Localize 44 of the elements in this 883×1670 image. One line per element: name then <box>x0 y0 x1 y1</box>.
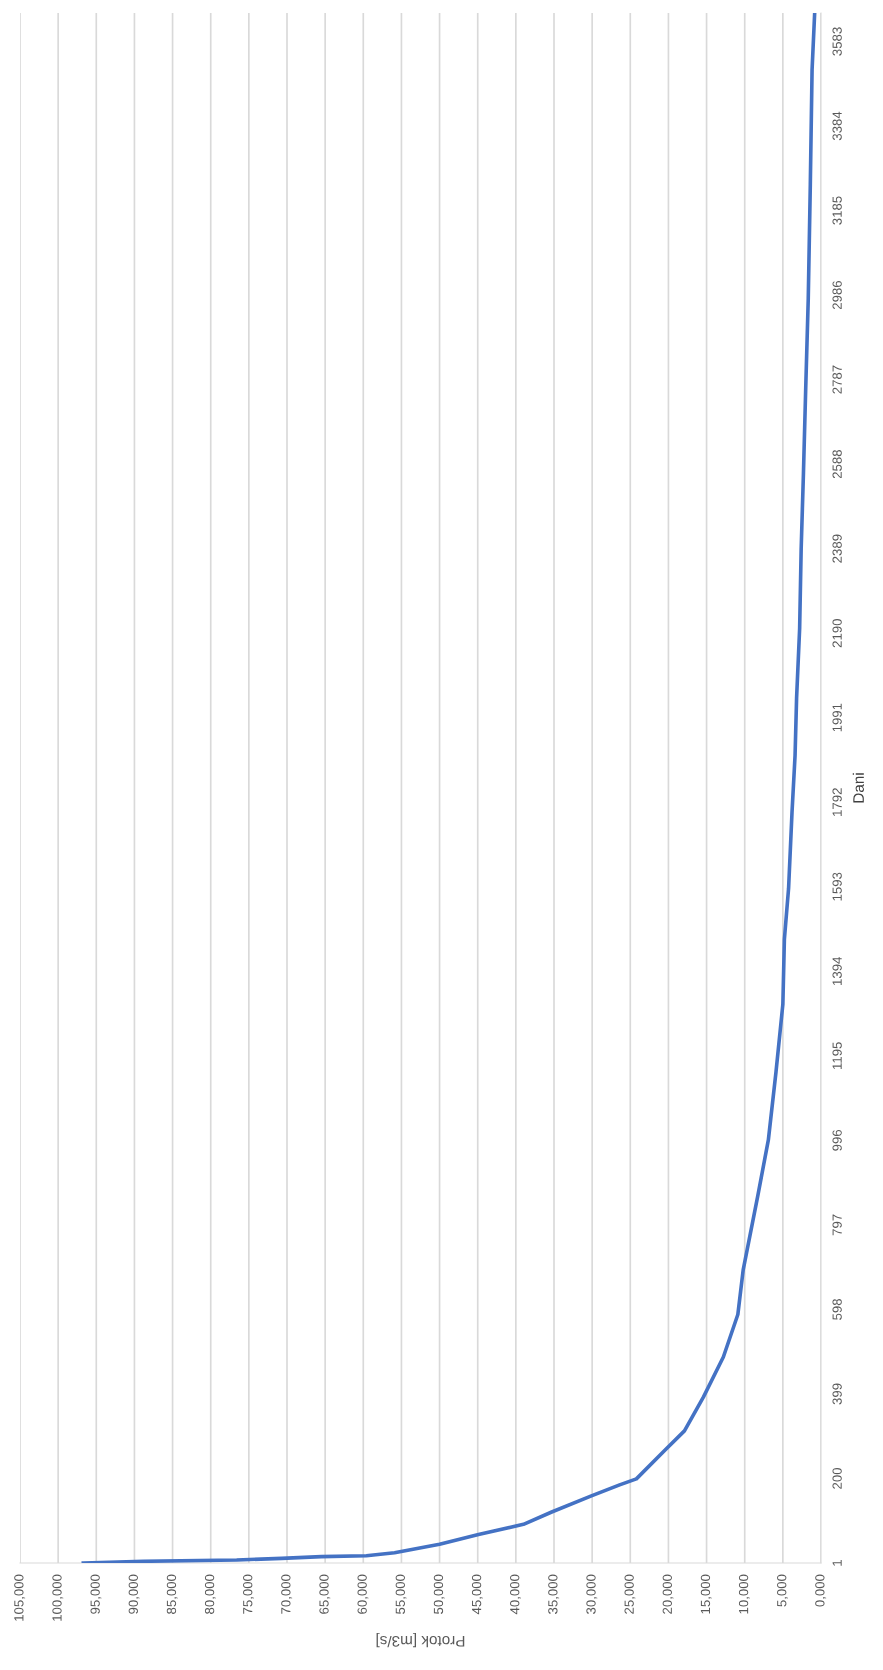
x-tick-label: 35,000 <box>548 1574 560 1614</box>
y-tick-label: 200 <box>832 1467 842 1489</box>
y-tick-label: 399 <box>832 1383 842 1405</box>
y-tick-label: 1991 <box>832 703 842 732</box>
x-tick-label: 80,000 <box>204 1574 216 1614</box>
x-tick-label: 85,000 <box>166 1574 178 1614</box>
x-tick-label: 25,000 <box>624 1574 636 1614</box>
y-tick-label: 1394 <box>832 957 842 985</box>
x-tick-label: 40,000 <box>510 1574 521 1615</box>
line-series <box>81 13 817 1563</box>
x-tick-label: 10,000 <box>738 1574 750 1614</box>
x-tick-label: 95,000 <box>90 1574 102 1614</box>
y-tick-label: 1 <box>832 1559 842 1566</box>
y-tick-label: 3185 <box>832 196 842 225</box>
x-tick-label: 45,000 <box>471 1574 483 1615</box>
x-tick-label: 15,000 <box>700 1574 712 1614</box>
x-tick-label: 5,000 <box>777 1574 788 1607</box>
y-tick-label: 3384 <box>832 111 842 141</box>
x-tick-label: 60,000 <box>357 1574 369 1614</box>
x-tick-label: 20,000 <box>662 1574 674 1614</box>
x-axis-title: Protok [m3/s] <box>376 1632 465 1648</box>
y-tick-label: 3583 <box>832 27 842 56</box>
x-tick-label: 0,000 <box>815 1574 827 1607</box>
y-tick-label: 2986 <box>832 280 842 310</box>
x-tick-label: 100,000 <box>52 1574 64 1621</box>
x-tick-label: 70,000 <box>281 1574 293 1614</box>
x-tick-label: 75,000 <box>243 1574 254 1614</box>
x-tick-label: 90,000 <box>128 1574 140 1614</box>
x-tick-label: 65,000 <box>319 1574 331 1614</box>
y-tick-label: 2588 <box>832 450 842 479</box>
y-tick-label: 797 <box>832 1214 842 1236</box>
x-tick-label: 50,000 <box>433 1574 445 1614</box>
y-tick-label: 1195 <box>832 1042 842 1069</box>
y-tick-label: 2389 <box>832 534 842 563</box>
x-tick-label: 30,000 <box>586 1574 598 1614</box>
y-tick-label: 2190 <box>832 619 842 648</box>
x-tick-label: 55,000 <box>395 1574 407 1614</box>
y-axis-title: Dani <box>852 773 864 803</box>
y-tick-label: 1792 <box>832 788 842 816</box>
y-tick-label: 598 <box>832 1298 842 1320</box>
y-tick-label: 2787 <box>832 365 842 394</box>
y-tick-label: 996 <box>832 1129 842 1151</box>
y-tick-label: 1593 <box>832 872 842 901</box>
x-tick-label: 105,000 <box>14 1574 26 1621</box>
